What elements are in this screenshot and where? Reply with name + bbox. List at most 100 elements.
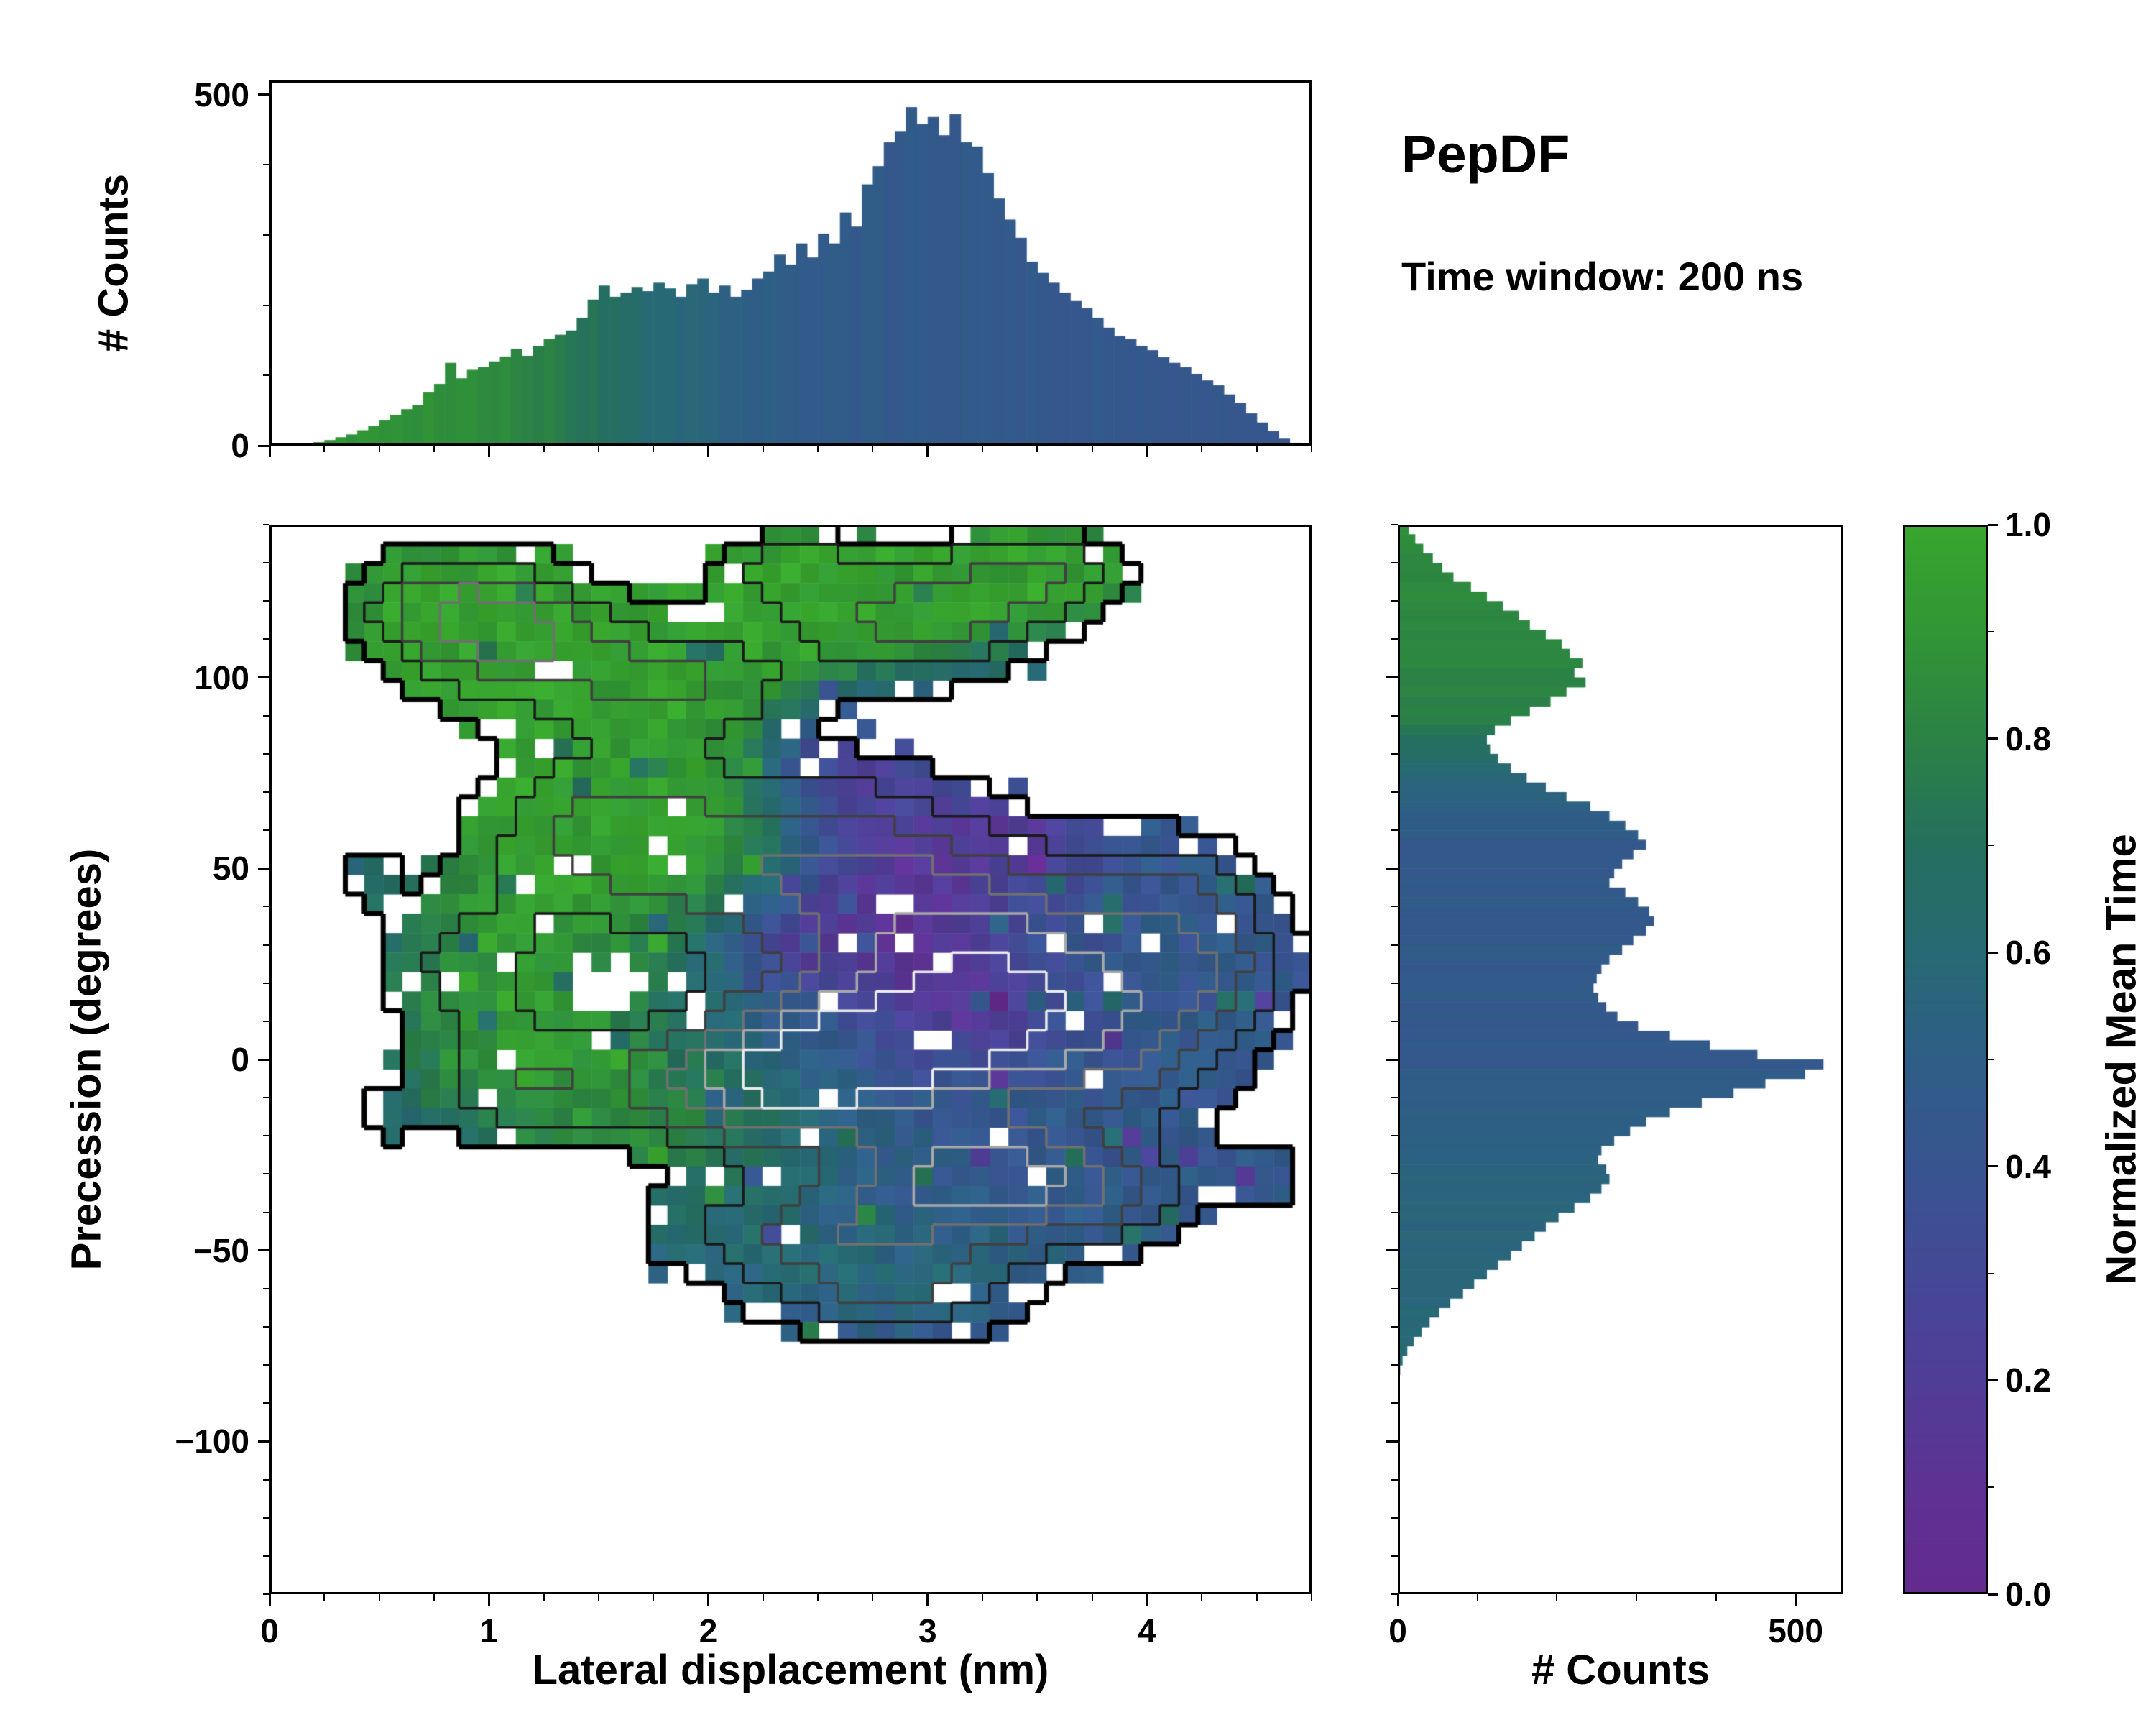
tick-mark <box>487 1594 490 1606</box>
tick-mark <box>1988 1272 1994 1274</box>
tick-mark <box>378 446 380 452</box>
tick-mark <box>258 1058 270 1061</box>
tick-mark <box>263 304 270 306</box>
tick-mark <box>1386 1058 1398 1061</box>
tick-mark <box>1988 737 1998 740</box>
tick-mark <box>597 446 599 452</box>
tick-mark <box>1636 1594 1638 1601</box>
top-hist-ylabel: # Counts <box>90 173 137 353</box>
tick-mark <box>433 446 435 452</box>
tick-mark <box>1988 845 1994 847</box>
tick-mark <box>707 446 710 457</box>
tick-mark <box>1391 1593 1398 1595</box>
tick-label: 500 <box>194 75 249 114</box>
tick-mark <box>1391 562 1398 564</box>
tick-mark <box>323 446 326 452</box>
tick-mark <box>1391 944 1398 946</box>
tick-mark <box>653 446 655 452</box>
tick-mark <box>1391 1478 1398 1481</box>
figure-title: PepDF <box>1401 124 1570 184</box>
tick-mark <box>1391 982 1398 984</box>
right-histogram-canvas <box>1398 525 1843 1594</box>
colorbar-canvas <box>1903 525 1988 1594</box>
tick-mark <box>1391 906 1398 908</box>
tick-mark <box>258 1249 270 1252</box>
tick-mark <box>263 164 270 166</box>
tick-mark <box>1256 1594 1258 1601</box>
tick-label: 0.8 <box>2005 719 2051 758</box>
tick-mark <box>323 1594 326 1601</box>
tick-mark <box>263 562 270 564</box>
tick-mark <box>258 867 270 870</box>
tick-mark <box>1391 791 1398 793</box>
tick-mark <box>543 446 545 452</box>
tick-mark <box>707 1594 710 1606</box>
tick-mark <box>263 829 270 832</box>
tick-label: 0.4 <box>2005 1147 2051 1185</box>
tick-mark <box>1036 1594 1038 1601</box>
tick-mark <box>1391 524 1398 525</box>
tick-mark <box>1715 1594 1717 1601</box>
tick-mark <box>543 1594 545 1601</box>
tick-mark <box>433 1594 435 1601</box>
tick-mark <box>1391 1173 1398 1175</box>
tick-mark <box>982 446 984 452</box>
tick-mark <box>258 444 270 447</box>
tick-mark <box>263 1517 270 1519</box>
tick-mark <box>1988 1165 1998 1168</box>
tick-mark <box>258 1440 270 1443</box>
tick-mark <box>926 1594 929 1606</box>
tick-mark <box>263 1287 270 1289</box>
tick-mark <box>487 446 490 457</box>
tick-label: 0.0 <box>2005 1576 2051 1613</box>
tick-mark <box>1988 1059 1994 1060</box>
tick-mark <box>263 1364 270 1366</box>
tick-mark <box>263 1326 270 1328</box>
tick-mark <box>1391 714 1398 717</box>
tick-mark <box>263 1402 270 1404</box>
tick-mark <box>263 753 270 755</box>
tick-mark <box>263 524 270 525</box>
tick-mark <box>258 93 270 96</box>
tick-mark <box>1391 1211 1398 1213</box>
tick-mark <box>1391 753 1398 755</box>
right-hist-xlabel: # Counts <box>1531 1647 1710 1693</box>
tick-mark <box>1556 1594 1558 1601</box>
tick-mark <box>1391 638 1398 640</box>
tick-mark <box>1476 1594 1478 1601</box>
top-histogram-canvas <box>270 80 1312 446</box>
tick-mark <box>1988 630 1994 632</box>
tick-mark <box>1988 1486 1994 1489</box>
tick-label: 2 <box>699 1612 718 1650</box>
tick-mark <box>263 982 270 984</box>
tick-mark <box>263 1173 270 1175</box>
tick-mark <box>1311 1594 1312 1601</box>
tick-mark <box>263 944 270 946</box>
tick-label: 500 <box>1768 1612 1823 1650</box>
tick-label: −50 <box>193 1231 249 1269</box>
tick-mark <box>872 1594 874 1601</box>
tick-mark <box>1988 951 1998 954</box>
tick-mark <box>1396 1594 1399 1606</box>
tick-mark <box>263 638 270 640</box>
tick-mark <box>1988 523 1998 526</box>
tick-mark <box>1391 1135 1398 1137</box>
tick-mark <box>1391 1097 1398 1099</box>
tick-mark <box>1201 446 1203 452</box>
tick-mark <box>263 600 270 602</box>
tick-mark <box>263 791 270 793</box>
tick-mark <box>1091 1594 1093 1601</box>
tick-mark <box>1391 1402 1398 1404</box>
tick-mark <box>1201 1594 1203 1601</box>
main-heatmap-canvas <box>270 525 1312 1594</box>
tick-label: 0 <box>231 1041 249 1078</box>
figure-subtitle: Time window: 200 ns <box>1401 254 1804 299</box>
tick-mark <box>1391 1364 1398 1366</box>
tick-mark <box>268 1594 271 1606</box>
tick-mark <box>263 1478 270 1481</box>
tick-mark <box>817 446 819 452</box>
tick-mark <box>263 714 270 717</box>
tick-mark <box>1988 1593 1998 1596</box>
tick-mark <box>263 1020 270 1022</box>
tick-mark <box>263 1555 270 1557</box>
